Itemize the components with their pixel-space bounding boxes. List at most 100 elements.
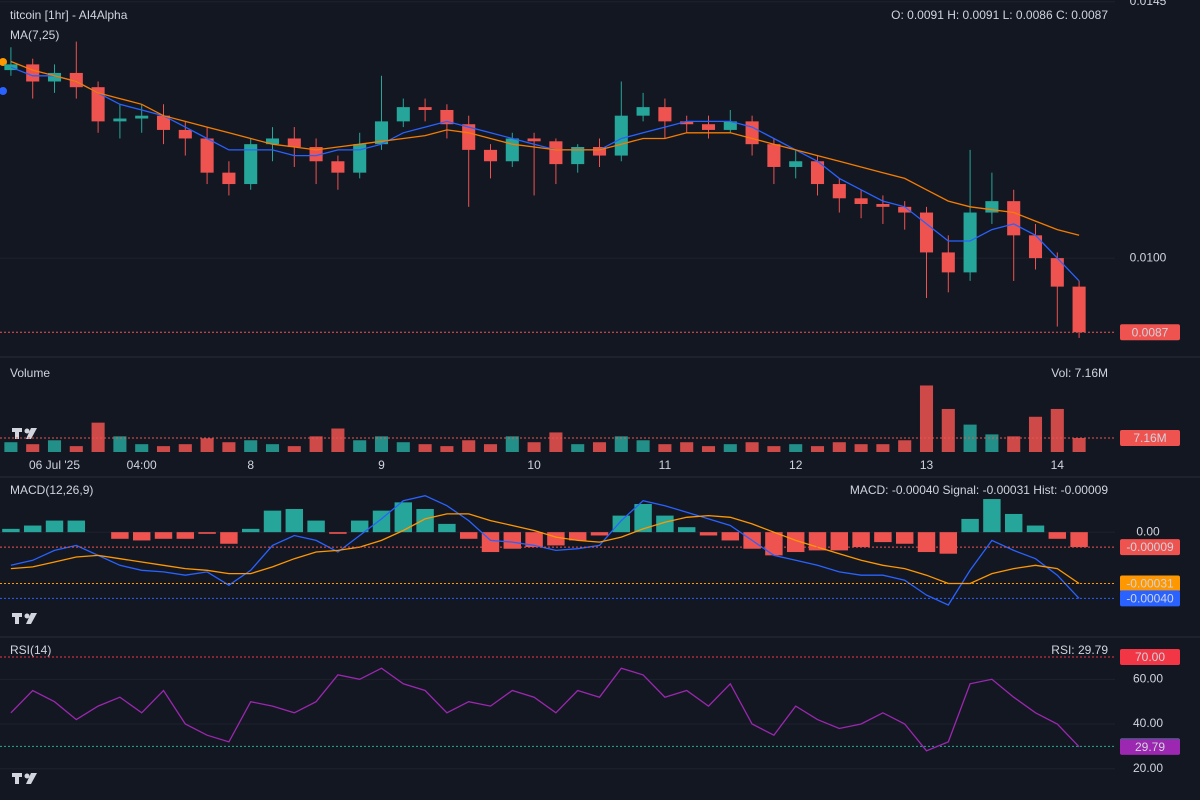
histogram-bar [263,510,282,533]
volume-bar [462,440,476,452]
volume-bar [440,446,454,452]
histogram-bar [329,532,347,534]
price-tag-label: -0.00031 [1126,577,1174,591]
price-tag [1120,539,1180,556]
price-tag-label: 29.79 [1135,740,1165,754]
moving-average [10,60,1080,236]
histogram-bar [307,520,325,533]
price-tag-label: -0.00040 [1126,592,1174,606]
price-tag [1120,738,1180,755]
rsi-readout: RSI: 29.79 [1051,643,1108,657]
volume-bar [287,446,301,452]
volume-bar [898,440,912,452]
histogram-bar [656,515,674,533]
x-tick-label: 06 Jul '25 [29,458,80,472]
price-tag [1120,648,1180,665]
candle-body [985,201,999,213]
volume-bar [396,442,410,452]
candle-body [767,144,781,167]
ma-marker [0,87,7,95]
histogram-bar [939,532,958,554]
volume-bar [592,442,607,452]
histogram-bar [699,532,718,536]
candle-body [47,72,62,82]
histogram-bar [1048,532,1067,539]
candle-body [1007,201,1021,236]
volume-bar [374,436,389,452]
candle-body [265,138,280,145]
candle-body [418,107,432,110]
volume-bar [1072,437,1086,452]
candle-body [505,138,519,162]
volume-bar [876,444,890,452]
candle-body [810,161,825,185]
histogram-bar [677,527,696,533]
histogram-bar [983,499,1001,533]
volume-bar [941,408,955,452]
volume-bar [527,442,541,452]
histogram-bar [350,520,369,533]
candle-body [745,121,759,145]
price-tag [1120,429,1180,446]
candle-body [353,144,367,173]
histogram-bar [45,520,64,533]
volume-bar [1028,416,1043,452]
candle-body [854,198,868,204]
candle-body [1028,235,1043,259]
histogram-bar [961,518,979,533]
y-tick-label: 20.00 [1133,761,1163,775]
histogram-bar [568,532,587,541]
volume-bar [854,444,868,452]
x-tick-label: 9 [378,458,385,472]
volume-bar [505,436,519,452]
histogram-bar [874,532,892,543]
candle-body [592,147,607,156]
candle-body [287,138,301,148]
candle-body [200,138,214,173]
volume-bar [353,440,367,452]
volume-bar [963,424,977,452]
price-tag [1120,590,1180,607]
candle-body [658,107,672,122]
volume-readout: Vol: 7.16M [1051,366,1108,380]
logo [12,613,37,624]
volume-bar [26,444,40,452]
candle-body [941,252,955,273]
volume-bar [767,446,781,452]
candle-body [614,115,628,156]
y-tick-label: 0.0100 [1130,250,1167,264]
candle-body [680,121,694,125]
volume-bar [614,436,628,452]
volume-bar [244,440,258,452]
candle-body [178,129,192,139]
volume-bar [331,428,345,452]
y-tick-label: 40.00 [1133,716,1163,730]
volume-bar [1007,436,1021,452]
volume-bar [701,446,716,452]
histogram-bar [895,532,914,544]
histogram-bar [2,528,20,533]
volume-bar [745,442,759,452]
volume-bar [832,442,846,452]
candle-body [91,87,105,122]
candle-body [963,212,977,273]
price-tag-label: 0.0087 [1132,325,1169,339]
histogram-bar [416,508,434,533]
histogram-bar [394,502,413,533]
histogram-bar [67,520,86,533]
histogram-bar [23,525,42,533]
ma-marker [0,58,7,66]
price-tag-label: 7.16M [1133,431,1166,445]
candle-body [222,172,236,185]
volume-bar [135,444,149,452]
x-tick-label: 11 [659,458,672,472]
candle-body [135,115,149,119]
candle-body [26,64,40,82]
candle-body [549,141,563,165]
candle-body [527,138,541,142]
volume-bar [200,438,214,452]
x-tick-label: 12 [789,458,803,472]
macd-line [10,495,1080,606]
